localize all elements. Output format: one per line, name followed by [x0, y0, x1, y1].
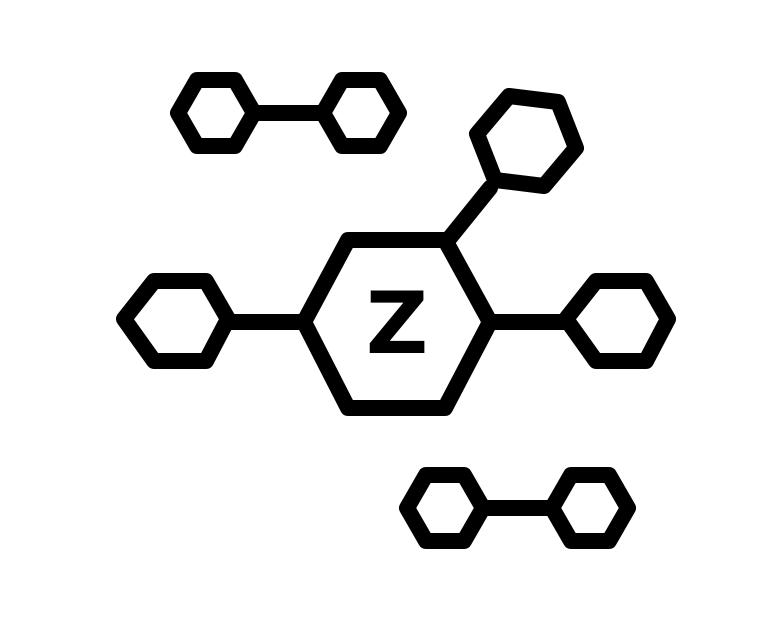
hexagon-top-left-a	[170, 72, 262, 154]
center-molecule: Z	[296, 232, 498, 416]
center-label: Z	[366, 274, 428, 374]
top-right-molecule	[440, 88, 584, 248]
hexagon-bottom-right-a	[399, 467, 491, 549]
hexagon-left	[116, 273, 236, 369]
top-left-molecule-pair	[170, 72, 407, 154]
hexagon-right	[558, 273, 676, 369]
hexagon-top-right	[469, 88, 584, 194]
right-molecule	[482, 273, 676, 369]
left-molecule	[116, 273, 312, 369]
hexagon-center	[296, 232, 498, 416]
bond-top-right	[440, 180, 498, 248]
hexagon-top-left-b	[315, 72, 407, 154]
bottom-right-molecule-pair	[399, 467, 636, 549]
hexagon-bottom-right-b	[544, 467, 636, 549]
